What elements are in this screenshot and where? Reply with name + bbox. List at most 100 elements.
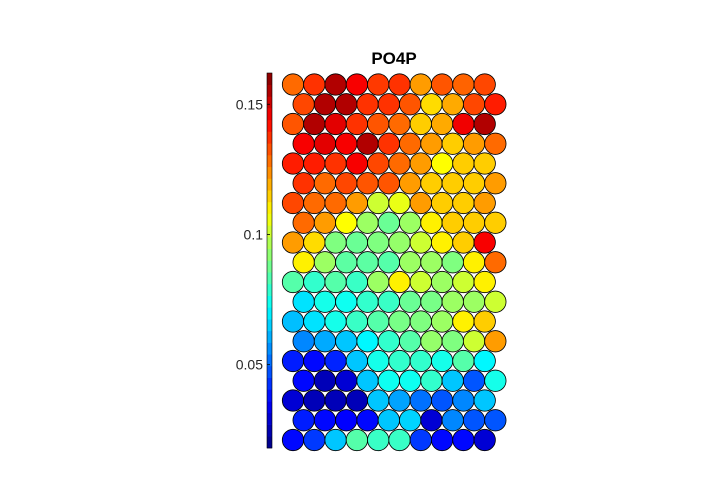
som-unit-cell	[313, 93, 337, 116]
colorbar-segment	[267, 96, 272, 109]
som-unit-cell	[462, 369, 486, 392]
som-unit-cell	[367, 310, 390, 333]
som-unit-cell	[462, 132, 486, 155]
som-unit-cell	[367, 112, 390, 136]
colorbar-frame	[266, 72, 273, 449]
som-unit-cell	[409, 231, 432, 254]
som-unit-cell	[313, 330, 337, 353]
som-unit-cell	[420, 409, 443, 432]
som-unit-cell	[484, 330, 507, 353]
som-unit-cell	[377, 290, 400, 313]
colorbar-segment	[267, 73, 272, 86]
som-unit-cell	[313, 172, 337, 195]
som-unit-cell	[281, 112, 305, 136]
som-unit-cell	[324, 349, 347, 373]
colorbar-segment	[267, 166, 272, 179]
som-unit-cell	[281, 270, 305, 294]
som-unit-cell	[281, 428, 305, 452]
colorbar-segment	[267, 412, 272, 425]
som-unit-cell	[420, 369, 443, 392]
som-unit-cell	[324, 270, 347, 294]
som-unit-cell	[292, 330, 315, 353]
som-unit-cell	[430, 270, 454, 294]
som-unit-cell	[452, 349, 475, 373]
som-unit-cell	[377, 330, 400, 353]
colorbar-segment	[267, 389, 272, 402]
som-unit-cell	[324, 112, 347, 136]
som-unit-cell	[484, 290, 507, 313]
som-unit-cell	[345, 152, 368, 175]
som-unit-cell	[335, 251, 358, 274]
som-unit-cell	[292, 211, 315, 234]
colorbar-segment	[267, 108, 272, 121]
som-unit-cell	[441, 290, 464, 313]
colorbar-segment	[267, 84, 272, 97]
som-unit-cell	[367, 231, 390, 254]
som-unit-cell	[335, 330, 358, 353]
som-unit-cell	[388, 231, 411, 254]
colorbar-segment	[267, 424, 272, 437]
som-unit-cell	[473, 389, 496, 412]
som-unit-cell	[356, 251, 379, 274]
colorbar-segment	[267, 131, 272, 144]
som-unit-cell	[367, 270, 390, 294]
som-unit-cell	[399, 290, 422, 313]
som-unit-cell	[420, 172, 443, 195]
som-unit-cell	[292, 369, 315, 392]
som-unit-cell	[473, 428, 496, 452]
som-unit-cell	[409, 270, 432, 294]
som-unit-cell	[324, 152, 347, 175]
som-unit-cell	[377, 93, 400, 116]
som-unit-cell	[452, 112, 475, 136]
chart-title: PO4P	[371, 49, 416, 68]
som-unit-cell	[484, 211, 507, 234]
som-unit-cell	[335, 172, 358, 195]
colorbar-segment	[267, 248, 272, 261]
som-unit-cell	[345, 389, 368, 412]
som-unit-cell	[388, 270, 411, 294]
som-unit-cell	[356, 290, 379, 313]
som-unit-cell	[452, 73, 475, 96]
som-unit-cell	[377, 369, 400, 392]
colorbar-segment	[267, 436, 272, 449]
som-unit-cell	[356, 211, 379, 234]
som-unit-cell	[399, 132, 422, 155]
som-unit-cell	[367, 349, 390, 373]
som-unit-cell	[335, 369, 358, 392]
som-unit-cell	[462, 290, 486, 313]
som-unit-cell	[399, 330, 422, 353]
som-unit-cell	[377, 211, 400, 234]
som-unit-cell	[313, 132, 337, 155]
som-unit-cell	[281, 152, 305, 175]
som-unit-cell	[441, 211, 464, 234]
som-unit-cell	[473, 73, 496, 96]
som-unit-cell	[303, 310, 326, 333]
som-unit-cell	[377, 132, 400, 155]
som-unit-cell	[441, 132, 464, 155]
som-unit-cell	[377, 409, 400, 432]
som-unit-cell	[281, 349, 305, 373]
som-unit-cell	[356, 132, 379, 155]
som-unit-cell	[473, 152, 496, 175]
som-unit-cell	[377, 172, 400, 195]
som-unit-cell	[420, 251, 443, 274]
som-unit-cell	[388, 73, 411, 96]
som-unit-cell	[313, 290, 337, 313]
colorbar-segment	[267, 354, 272, 367]
som-unit-cell	[356, 369, 379, 392]
som-unit-cell	[292, 132, 315, 155]
som-unit-cell	[399, 211, 422, 234]
som-unit-cell	[409, 73, 432, 96]
som-unit-cell	[420, 132, 443, 155]
som-unit-cell	[377, 251, 400, 274]
som-unit-cell	[281, 191, 305, 215]
som-unit-cell	[303, 349, 326, 373]
som-unit-cell	[430, 389, 454, 412]
colorbar-segment	[267, 377, 272, 390]
som-unit-cell	[462, 330, 486, 353]
som-unit-cell	[303, 191, 326, 215]
som-unit-cell	[367, 152, 390, 175]
som-unit-cell	[345, 349, 368, 373]
colorbar-segment	[267, 283, 272, 296]
